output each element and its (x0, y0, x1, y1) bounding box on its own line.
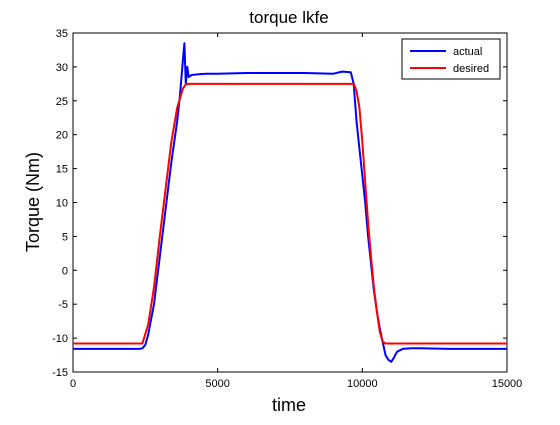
legend-box (401, 38, 501, 80)
legend-label-actual: actual (453, 46, 482, 58)
y-tick-label: 10 (56, 198, 68, 210)
x-axis-ticks: 0 5000 10000 15000 (70, 33, 522, 390)
x-tick-label: 5000 (205, 378, 229, 390)
series-lines (73, 42, 507, 363)
y-tick-label: 0 (62, 265, 68, 277)
y-tick-label: 30 (56, 62, 68, 74)
x-tick-label: 10000 (347, 378, 378, 390)
series-line-desired (73, 82, 507, 345)
y-tick-label: 5 (62, 231, 68, 243)
x-axis-label: time (272, 395, 306, 415)
x-tick-label: 15000 (492, 378, 523, 390)
y-tick-label: 15 (56, 164, 68, 176)
y-tick-label: -5 (58, 299, 68, 311)
legend: actual desired (401, 38, 501, 80)
y-axis-label: Torque (Nm) (23, 152, 43, 252)
legend-label-desired: desired (453, 63, 489, 75)
y-tick-label: 35 (56, 28, 68, 40)
y-axis-ticks: -15 -10 -5 0 5 10 15 20 25 30 35 (52, 28, 507, 379)
plot-area (72, 32, 508, 373)
series-line-actual (73, 42, 507, 363)
y-tick-label: 25 (56, 96, 68, 108)
chart-title: torque lkfe (249, 8, 328, 27)
y-tick-label: -15 (52, 367, 68, 379)
y-tick-label: 20 (56, 130, 68, 142)
x-tick-label: 0 (70, 378, 76, 390)
y-tick-label: -10 (52, 333, 68, 345)
